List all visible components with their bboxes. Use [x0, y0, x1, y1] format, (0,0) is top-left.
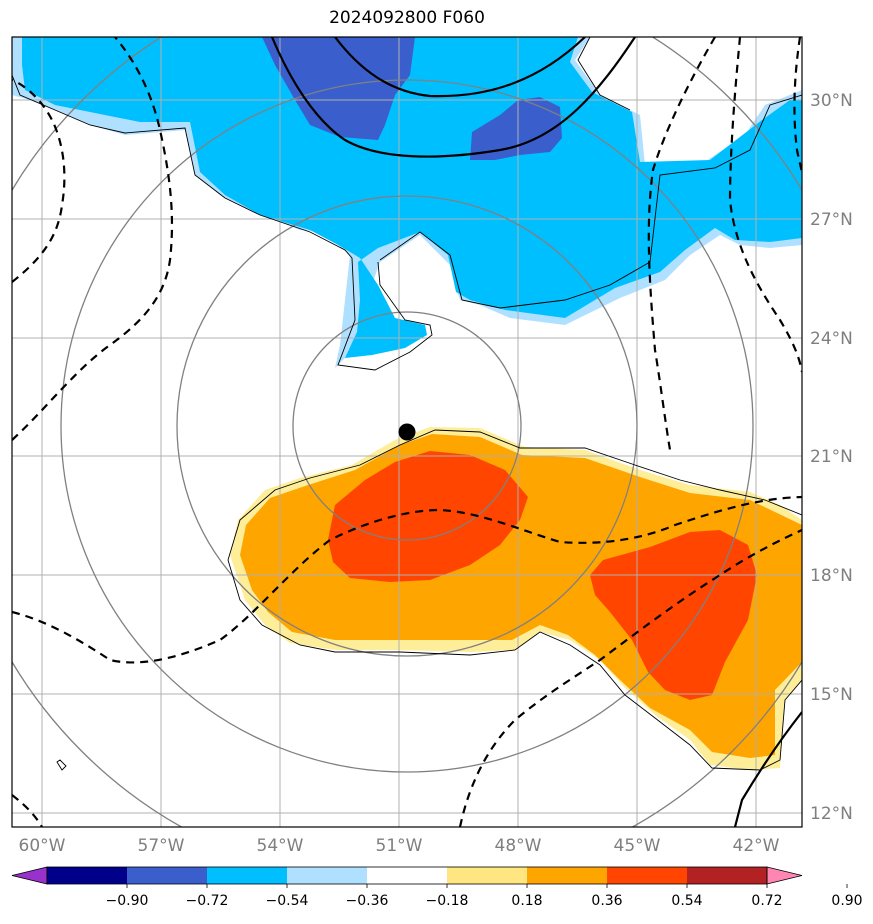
lat-tick-label: 30°N [810, 91, 853, 111]
lon-tick-label: 57°W [138, 836, 185, 856]
colorbar-tick-label: 0.54 [671, 893, 702, 909]
colorbar-segment [687, 867, 768, 884]
lon-tick-labels: 60°W 57°W 54°W 51°W 48°W 45°W 42°W [19, 836, 780, 856]
colorbar-segment [607, 867, 688, 884]
storm-center-marker [398, 423, 416, 441]
lon-tick-label: 48°W [495, 836, 542, 856]
solid-contours [270, 37, 802, 827]
colorbar-tick-label: 0.36 [591, 893, 622, 909]
chart-title: 2024092800 F060 [329, 8, 485, 28]
colorbar-tick-label: 0.72 [751, 893, 782, 909]
lon-tick-label: 60°W [19, 836, 66, 856]
colorbar-tick-label: −0.36 [346, 893, 389, 909]
lat-tick-label: 12°N [810, 804, 853, 824]
dashed-contours [12, 37, 802, 827]
negative-field [22, 37, 802, 358]
colorbar-frame [46, 866, 768, 885]
lat-tick-labels: 12°N 15°N 18°N 21°N 24°N 27°N 30°N [810, 91, 853, 824]
lon-tick-label: 51°W [376, 836, 423, 856]
positive-core-west [328, 451, 528, 582]
colorbar-segment [367, 867, 448, 884]
negative-core-north [262, 37, 415, 140]
colorbar-tick-label: 0.18 [511, 893, 542, 909]
colorbar-segment [287, 867, 368, 884]
lon-tick-label: 45°W [614, 836, 661, 856]
lat-tick-label: 15°N [810, 685, 853, 705]
colorbar-tick-label: 0.90 [831, 893, 862, 909]
colorbar-tick-label: −0.72 [186, 893, 229, 909]
lat-tick-label: 24°N [810, 329, 853, 349]
colorbar: −0.90 −0.72 −0.54 −0.36 −0.18 0.18 0.36 0.54 0.7… [11, 866, 863, 909]
lon-tick-label: 42°W [733, 836, 780, 856]
colorbar-segment [527, 867, 608, 884]
colorbar-tick-label: −0.18 [426, 893, 469, 909]
colorbar-segment [447, 867, 528, 884]
colorbar-tick-label: −0.54 [266, 893, 309, 909]
negative-core-east [470, 97, 562, 160]
lat-tick-label: 27°N [810, 210, 853, 230]
plot-frame [11, 36, 803, 828]
colorbar-extend-low [11, 866, 48, 885]
lat-tick-label: 18°N [810, 566, 853, 586]
range-rings [12, 37, 802, 827]
lon-tick-label: 54°W [257, 836, 304, 856]
colorbar-extend-high [766, 866, 803, 885]
colorbar-segment [47, 867, 128, 884]
lat-tick-label: 21°N [810, 447, 853, 467]
grid-lines [12, 37, 802, 827]
colorbar-segment [207, 867, 288, 884]
colorbar-segment [127, 867, 208, 884]
positive-core-east [590, 530, 757, 700]
plot-area [12, 37, 802, 827]
colorbar-tick-label: −0.90 [106, 893, 149, 909]
